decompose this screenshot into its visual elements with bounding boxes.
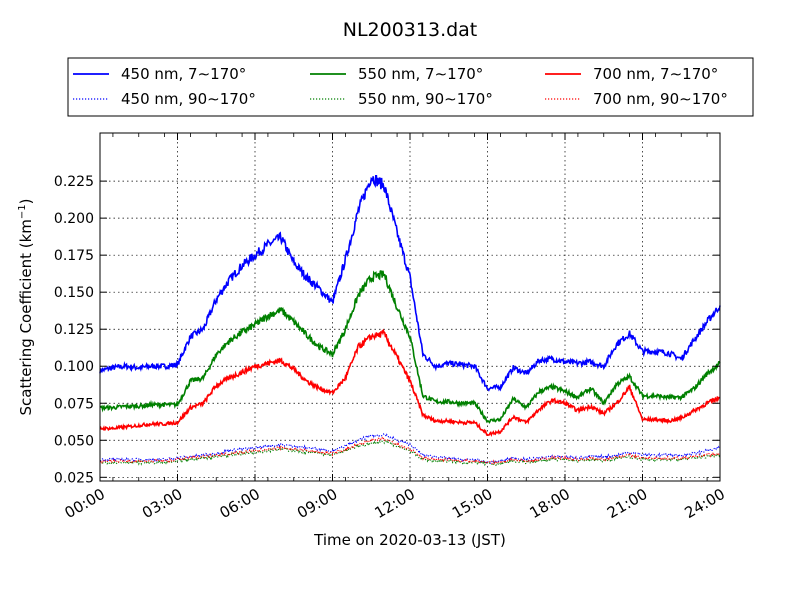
series-line-2: [99, 328, 721, 437]
series-line-0: [99, 175, 721, 392]
series-line-3: [99, 432, 721, 465]
y-tick-label-5: 0.150: [54, 285, 94, 301]
x-tick-label-8: 24:00: [682, 485, 728, 522]
y-axis-label: Scattering Coefficient (km−1): [17, 198, 35, 415]
x-tick-label-7: 21:00: [604, 485, 650, 522]
y-tick-label-4: 0.125: [54, 322, 94, 338]
x-tick-label-6: 18:00: [527, 485, 573, 522]
x-tick-label-3: 09:00: [294, 485, 340, 522]
x-tick-label-2: 06:00: [217, 485, 263, 522]
y-tick-label-3: 0.100: [54, 359, 94, 375]
series-line-1: [99, 270, 721, 424]
plot-area: 00:00 03:00 06:00 09:00 12:00 15:00 18:00 21:00…: [54, 132, 728, 522]
y-tick-label-7: 0.200: [54, 211, 94, 227]
x-tick-label-5: 15:00: [449, 485, 495, 522]
legend-label-5: 700 nm, 90∼170°: [593, 90, 728, 108]
x-tick-label-4: 12:00: [372, 485, 418, 522]
legend-frame: [67, 57, 754, 117]
axes-frame: [99, 132, 721, 482]
chart-title: NL200313.dat: [343, 19, 478, 41]
y-tick-label-0: 0.025: [54, 470, 94, 486]
legend-label-4: 550 nm, 90∼170°: [358, 90, 493, 108]
x-tick-label-0: 00:00: [62, 485, 108, 522]
legend-label-0: 450 nm, 7∼170°: [121, 65, 246, 83]
x-axis-label: Time on 2020-03-13 (JST): [313, 531, 506, 549]
chart-legend: 450 nm, 7∼170° 550 nm, 7∼170° 700 nm, 7∼17…: [67, 57, 754, 117]
legend-label-1: 550 nm, 7∼170°: [358, 65, 483, 83]
y-tick-label-2: 0.075: [54, 396, 94, 412]
series-line-5: [99, 436, 721, 466]
y-tick-label-1: 0.050: [54, 433, 94, 449]
legend-label-2: 700 nm, 7∼170°: [593, 65, 718, 83]
y-tick-label-8: 0.225: [54, 174, 94, 190]
x-tick-label-1: 03:00: [139, 485, 185, 522]
legend-label-3: 450 nm, 90∼170°: [121, 90, 256, 108]
y-tick-label-6: 0.175: [54, 248, 94, 264]
